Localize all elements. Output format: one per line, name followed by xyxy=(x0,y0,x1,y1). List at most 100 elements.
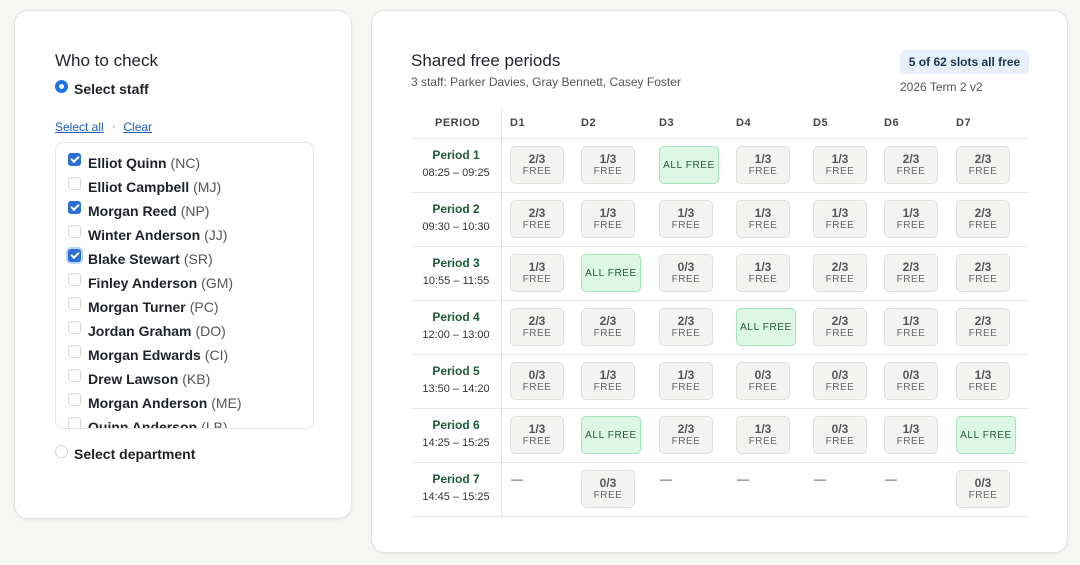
free-slot[interactable]: 1/3 FREE xyxy=(736,254,790,292)
free-slot[interactable]: 1/3 FREE xyxy=(510,416,564,454)
staff-item[interactable]: Finley Anderson (GM) xyxy=(68,272,233,291)
checkbox-unchecked-icon[interactable] xyxy=(68,344,81,358)
free-slot[interactable]: 2/3 FREE xyxy=(659,308,713,346)
all-free-slot[interactable]: ALL FREE xyxy=(736,308,796,346)
free-slot[interactable]: 1/3 FREE xyxy=(581,146,635,184)
checkbox-unchecked-icon[interactable] xyxy=(68,368,81,382)
all-free-count-badge: 5 of 62 slots all free xyxy=(900,50,1029,74)
checkbox-unchecked-icon[interactable] xyxy=(68,416,81,428)
free-label: FREE xyxy=(968,327,998,339)
free-slot[interactable]: 2/3 FREE xyxy=(813,308,867,346)
checkbox-unchecked-icon[interactable] xyxy=(68,392,81,406)
staff-item[interactable]: Morgan Anderson (ME) xyxy=(68,392,242,411)
checkbox-checked-icon[interactable] xyxy=(68,152,81,166)
free-count: 0/3 xyxy=(677,259,695,274)
staff-item[interactable]: Morgan Edwards (CI) xyxy=(68,344,228,363)
free-slot[interactable]: 2/3 FREE xyxy=(956,146,1010,184)
checkbox-checked-icon[interactable] xyxy=(68,248,81,262)
staff-item[interactable]: Quinn Anderson (LB) xyxy=(68,416,228,429)
no-period-dash: — xyxy=(814,472,826,486)
free-slot[interactable]: 1/3 FREE xyxy=(581,200,635,238)
free-slot[interactable]: 2/3 FREE xyxy=(884,146,938,184)
staff-code: (LB) xyxy=(201,419,228,429)
free-slot[interactable]: 2/3 FREE xyxy=(884,254,938,292)
all-free-slot[interactable]: ALL FREE xyxy=(581,416,641,454)
staff-item[interactable]: Blake Stewart (SR) xyxy=(68,248,213,267)
staff-item[interactable]: Morgan Reed (NP) xyxy=(68,200,209,219)
free-slot[interactable]: 1/3 FREE xyxy=(736,416,790,454)
free-slot[interactable]: 0/3 FREE xyxy=(813,362,867,400)
free-label: FREE xyxy=(522,435,552,447)
checkbox-unchecked-icon[interactable] xyxy=(68,320,81,334)
staff-checkbox-list[interactable]: Elliot Quinn (NC) Elliot Campbell (MJ) Morga… xyxy=(55,142,314,429)
checkbox-unchecked-icon[interactable] xyxy=(68,272,81,286)
staff-name: Morgan Reed xyxy=(88,203,177,219)
radio-selected-icon xyxy=(55,79,68,93)
all-free-slot[interactable]: ALL FREE xyxy=(956,416,1016,454)
free-slot[interactable]: 2/3 FREE xyxy=(510,146,564,184)
free-slot[interactable]: 0/3 FREE xyxy=(659,254,713,292)
staff-name: Morgan Edwards xyxy=(88,347,201,363)
free-slot[interactable]: 1/3 FREE xyxy=(659,362,713,400)
free-slot[interactable]: 1/3 FREE xyxy=(510,254,564,292)
free-label: FREE xyxy=(671,327,701,339)
free-count: 1/3 xyxy=(754,151,772,166)
free-slot[interactable]: 2/3 FREE xyxy=(659,416,713,454)
checkbox-unchecked-icon[interactable] xyxy=(68,224,81,238)
free-slot[interactable]: 1/3 FREE xyxy=(884,416,938,454)
checkbox-unchecked-icon[interactable] xyxy=(68,176,81,190)
free-slot[interactable]: 0/3 FREE xyxy=(736,362,790,400)
free-slot[interactable]: 1/3 FREE xyxy=(736,200,790,238)
checkbox-checked-icon[interactable] xyxy=(68,200,81,214)
column-divider xyxy=(501,108,502,516)
staff-item[interactable]: Winter Anderson (JJ) xyxy=(68,224,227,243)
free-slot[interactable]: 1/3 FREE xyxy=(581,362,635,400)
free-label: FREE xyxy=(896,381,926,393)
free-slot[interactable]: 1/3 FREE xyxy=(813,146,867,184)
free-count: 1/3 xyxy=(902,205,920,220)
free-slot[interactable]: 0/3 FREE xyxy=(884,362,938,400)
free-slot[interactable]: 2/3 FREE xyxy=(581,308,635,346)
select-all-link[interactable]: Select all xyxy=(55,120,104,134)
free-count: 2/3 xyxy=(528,205,546,220)
checkbox-unchecked-icon[interactable] xyxy=(68,296,81,310)
free-count: 1/3 xyxy=(754,259,772,274)
all-free-slot[interactable]: ALL FREE xyxy=(581,254,641,292)
free-slot[interactable]: 1/3 FREE xyxy=(884,308,938,346)
free-slot[interactable]: 1/3 FREE xyxy=(813,200,867,238)
staff-item[interactable]: Elliot Campbell (MJ) xyxy=(68,176,222,195)
day-column-header: D3 xyxy=(659,117,675,129)
staff-code: (DO) xyxy=(195,323,226,339)
free-slot[interactable]: 2/3 FREE xyxy=(956,200,1010,238)
free-slot[interactable]: 0/3 FREE xyxy=(956,470,1010,508)
clear-link[interactable]: Clear xyxy=(123,120,153,134)
free-slot[interactable]: 2/3 FREE xyxy=(510,200,564,238)
free-label: FREE xyxy=(968,165,998,177)
free-slot[interactable]: 2/3 FREE xyxy=(813,254,867,292)
all-free-label: ALL FREE xyxy=(585,429,637,441)
staff-item[interactable]: Morgan Turner (PC) xyxy=(68,296,219,315)
period-name: Period 5 xyxy=(432,364,480,378)
staff-item[interactable]: Drew Lawson (KB) xyxy=(68,368,210,387)
all-free-slot[interactable]: ALL FREE xyxy=(659,146,719,184)
term-label: 2026 Term 2 v2 xyxy=(900,80,983,94)
free-slot[interactable]: 1/3 FREE xyxy=(956,362,1010,400)
free-slot[interactable]: 2/3 FREE xyxy=(956,254,1010,292)
period-time: 13:50 – 14:20 xyxy=(422,383,490,395)
free-slot[interactable]: 2/3 FREE xyxy=(510,308,564,346)
staff-item[interactable]: Jordan Graham (DO) xyxy=(68,320,226,339)
free-slot[interactable]: 2/3 FREE xyxy=(956,308,1010,346)
free-count: 2/3 xyxy=(902,259,920,274)
staff-code: (MJ) xyxy=(193,179,222,195)
select-staff-radio[interactable]: Select staff xyxy=(55,79,149,97)
select-department-radio[interactable]: Select department xyxy=(55,444,195,462)
free-slot[interactable]: 0/3 FREE xyxy=(813,416,867,454)
period-name: Period 4 xyxy=(432,310,480,324)
free-slot[interactable]: 1/3 FREE xyxy=(884,200,938,238)
free-slot[interactable]: 0/3 FREE xyxy=(581,470,635,508)
staff-item[interactable]: Elliot Quinn (NC) xyxy=(68,152,201,171)
staff-code: (NC) xyxy=(170,155,201,171)
free-slot[interactable]: 1/3 FREE xyxy=(736,146,790,184)
free-slot[interactable]: 1/3 FREE xyxy=(659,200,713,238)
free-slot[interactable]: 0/3 FREE xyxy=(510,362,564,400)
